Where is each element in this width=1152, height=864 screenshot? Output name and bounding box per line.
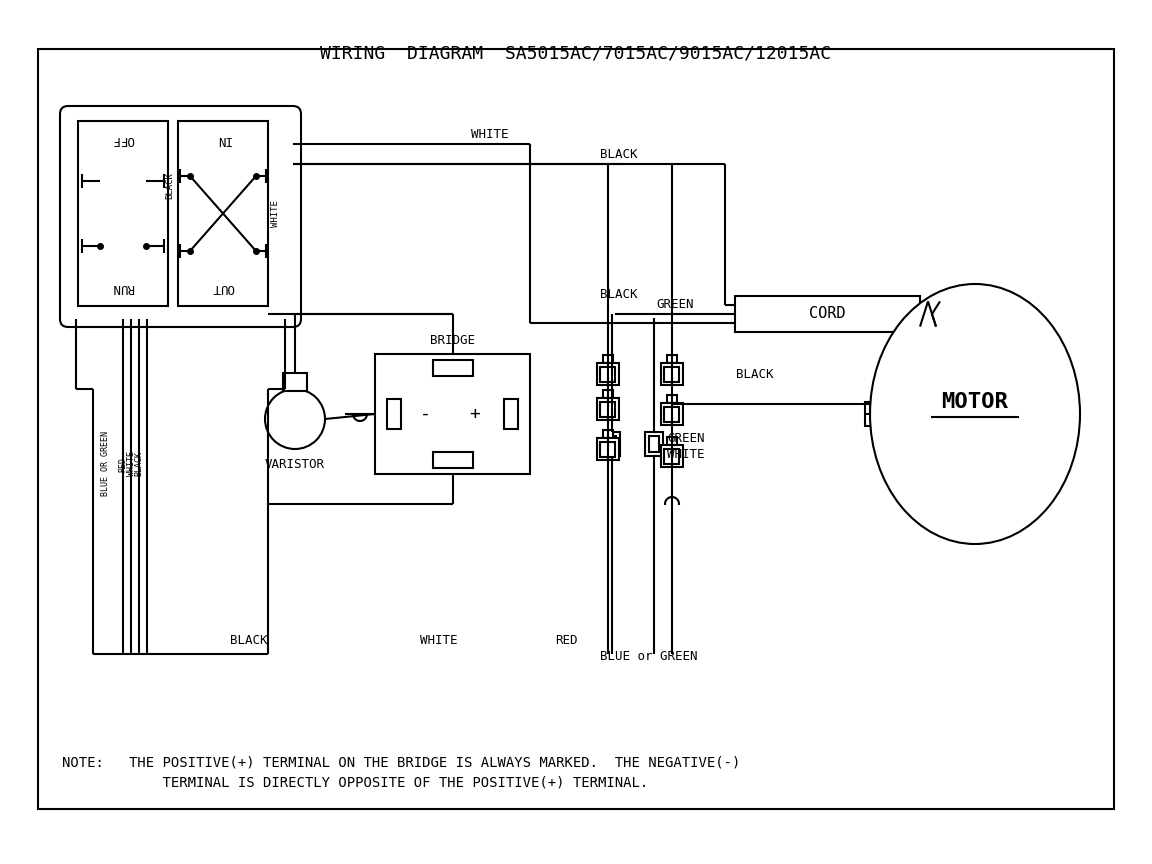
Bar [664,449,679,464]
Text: RUN: RUN [112,282,135,295]
Bar [432,452,472,468]
Text: GREEN: GREEN [657,297,694,310]
Text: RED: RED [119,456,128,472]
Bar [661,363,683,385]
Bar [667,395,677,403]
Bar [597,438,619,460]
Text: IN: IN [215,132,230,145]
Text: BLACK: BLACK [230,634,267,647]
Bar [597,363,619,385]
Bar [600,367,615,382]
Bar [661,403,683,425]
Bar [432,360,472,376]
Text: NOTE:   THE POSITIVE(+) TERMINAL ON THE BRIDGE IS ALWAYS MARKED.  THE NEGATIVE(-: NOTE: THE POSITIVE(+) TERMINAL ON THE BR… [62,755,741,769]
Bar [667,437,677,445]
Bar [505,399,518,429]
Bar [179,121,268,306]
Bar [604,432,620,456]
Circle shape [265,389,325,449]
Text: WIRING  DIAGRAM  SA5015AC/7015AC/9015AC/12015AC: WIRING DIAGRAM SA5015AC/7015AC/9015AC/12… [320,45,832,63]
Bar [608,436,616,452]
Bar [602,355,613,363]
Ellipse shape [870,284,1081,544]
Text: WHITE: WHITE [127,452,136,477]
Bar [735,296,920,332]
Text: BLUE or GREEN: BLUE or GREEN [600,651,697,664]
Bar [661,445,683,467]
Bar [865,402,877,426]
Text: BLACK: BLACK [736,367,774,380]
Text: OUT: OUT [212,282,234,295]
Text: MOTOR: MOTOR [941,392,1008,412]
Bar [78,121,168,306]
Bar [600,442,615,457]
Bar [664,367,679,382]
Text: WHITE: WHITE [272,200,280,227]
Text: -: - [419,405,431,423]
Text: WHITE: WHITE [471,128,509,141]
Text: WHITE: WHITE [420,634,457,647]
Text: BLACK: BLACK [600,148,637,161]
Bar [387,399,401,429]
Text: VARISTOR: VARISTOR [265,458,325,471]
Text: +: + [470,405,480,423]
Bar [645,432,664,456]
Bar [602,390,613,398]
Text: GREEN: GREEN [667,431,705,444]
Text: OFF: OFF [112,132,135,145]
Bar [602,430,613,438]
Bar [283,373,306,391]
Text: BRIDGE: BRIDGE [430,334,475,346]
Bar [667,355,677,363]
Text: BLACK: BLACK [166,172,174,200]
Bar [649,436,659,452]
Text: CORD: CORD [809,307,846,321]
Text: WHITE: WHITE [667,448,705,461]
Bar [664,407,679,422]
Text: BLACK: BLACK [600,289,637,302]
Bar [376,354,530,474]
Text: BLACK: BLACK [135,452,144,477]
Bar [600,402,615,417]
Text: TERMINAL IS DIRECTLY OPPOSITE OF THE POSITIVE(+) TERMINAL.: TERMINAL IS DIRECTLY OPPOSITE OF THE POS… [62,775,649,789]
Bar [38,49,1114,809]
Text: BLUE OR GREEN: BLUE OR GREEN [101,431,111,497]
FancyBboxPatch shape [60,106,301,327]
Text: RED: RED [555,634,577,647]
Bar [597,398,619,420]
